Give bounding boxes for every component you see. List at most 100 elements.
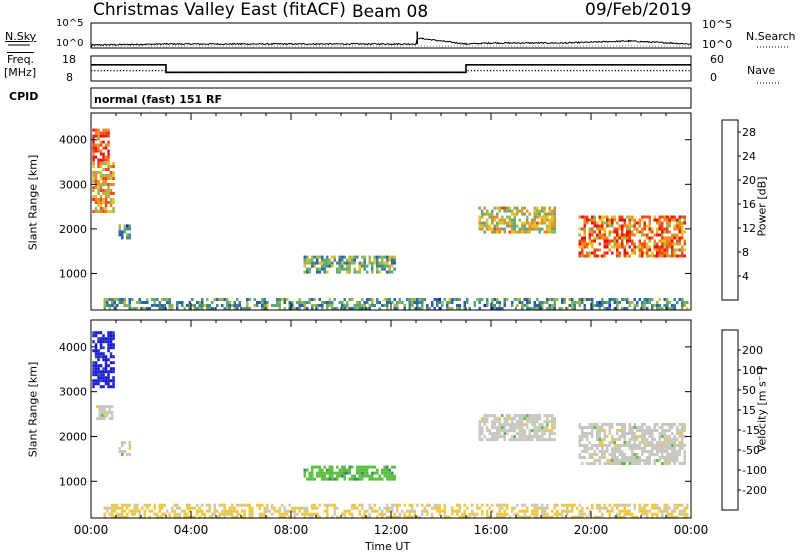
power-cell <box>246 298 249 301</box>
power-cell <box>97 171 100 174</box>
velocity-cell <box>666 512 669 516</box>
velocity-cell <box>481 512 484 516</box>
velocity-cell <box>488 515 491 519</box>
velocity-cell <box>107 340 110 344</box>
power-cell <box>97 186 100 189</box>
velocity-cell <box>266 509 269 513</box>
power-cell <box>526 298 529 301</box>
velocity-cell <box>673 462 676 465</box>
velocity-cell <box>536 429 539 433</box>
power-cell <box>523 224 526 228</box>
velocity-cell <box>611 509 614 513</box>
power-cell <box>103 301 106 304</box>
power-cell <box>638 224 641 228</box>
x-tick-labels: 00:00 04:00 08:00 12:00 16:00 20:00 00:00 <box>74 523 709 537</box>
velocity-cell <box>673 435 676 438</box>
velocity-cell <box>503 512 506 516</box>
velocity-cell <box>683 459 686 462</box>
power-cell <box>351 307 354 310</box>
velocity-cell <box>606 435 609 438</box>
power-cell <box>301 301 304 304</box>
velocity-cell <box>106 411 109 415</box>
velocity-cell <box>596 438 599 441</box>
power-cell <box>313 304 316 307</box>
power-cell <box>501 227 504 231</box>
velocity-cell <box>671 438 674 441</box>
velocity-cell <box>678 435 681 438</box>
power-cell <box>478 227 481 231</box>
power-cell <box>606 301 609 304</box>
velocity-cell <box>676 456 679 459</box>
velocity-cell <box>218 512 221 516</box>
velocity-cell <box>266 503 269 507</box>
power-cell <box>376 301 379 304</box>
power-cell <box>321 255 324 259</box>
power-cell <box>258 301 261 304</box>
power-cell <box>146 298 149 301</box>
velocity-colorbar-tick-label: 50 <box>742 384 756 397</box>
power-cell <box>658 233 661 237</box>
velocity-cell <box>633 456 636 459</box>
power-cell <box>601 218 604 222</box>
velocity-cell <box>583 426 586 429</box>
power-cell <box>343 298 346 301</box>
velocity-cell <box>576 515 579 519</box>
power-cell <box>311 255 314 259</box>
power-cell <box>306 307 309 310</box>
velocity-cell <box>516 414 519 418</box>
power-cell <box>221 298 224 301</box>
power-cell <box>548 298 551 301</box>
velocity-cell <box>111 503 114 507</box>
velocity-cell <box>551 417 554 421</box>
power-cell <box>343 255 346 259</box>
velocity-cell <box>553 503 556 507</box>
power-cell <box>176 301 179 304</box>
velocity-cell <box>98 408 101 412</box>
velocity-cell <box>123 515 126 519</box>
velocity-cell <box>641 441 644 444</box>
velocity-cell <box>346 509 349 513</box>
velocity-cell <box>391 506 394 510</box>
velocity-cell <box>648 429 651 432</box>
power-cell <box>121 236 124 240</box>
power-cell <box>593 304 596 307</box>
velocity-cell <box>513 435 516 439</box>
power-cell <box>353 267 356 271</box>
power-cell <box>661 239 664 243</box>
velocity-cell <box>633 503 636 507</box>
power-cell <box>678 254 681 258</box>
velocity-cell <box>223 512 226 516</box>
velocity-cell <box>571 506 574 510</box>
power-cell <box>278 304 281 307</box>
velocity-cell <box>656 441 659 444</box>
power-cell <box>346 264 349 268</box>
power-cell <box>613 227 616 231</box>
velocity-cell <box>92 364 95 368</box>
power-cell <box>92 186 95 189</box>
velocity-cell <box>596 435 599 438</box>
power-cell <box>633 233 636 237</box>
velocity-cell <box>618 462 621 465</box>
power-cell <box>321 267 324 271</box>
velocity-cell <box>97 376 100 380</box>
power-cell <box>681 254 684 258</box>
velocity-cell <box>513 429 516 433</box>
power-cell <box>641 215 644 219</box>
velocity-cell <box>94 382 98 386</box>
velocity-cell <box>643 438 646 441</box>
velocity-cell <box>541 512 544 516</box>
power-cell <box>366 307 369 310</box>
power-cell <box>671 239 674 243</box>
power-cell <box>578 298 581 301</box>
velocity-cell <box>498 423 501 427</box>
velocity-cell <box>391 471 394 475</box>
velocity-cell <box>99 352 103 356</box>
velocity-cell <box>493 423 496 427</box>
velocity-cell <box>583 447 586 450</box>
power-cell <box>94 174 98 177</box>
velocity-cell <box>103 408 106 412</box>
power-cell <box>107 195 110 198</box>
velocity-cell <box>606 444 609 447</box>
velocity-cell <box>198 506 201 510</box>
velocity-cell <box>666 444 669 447</box>
